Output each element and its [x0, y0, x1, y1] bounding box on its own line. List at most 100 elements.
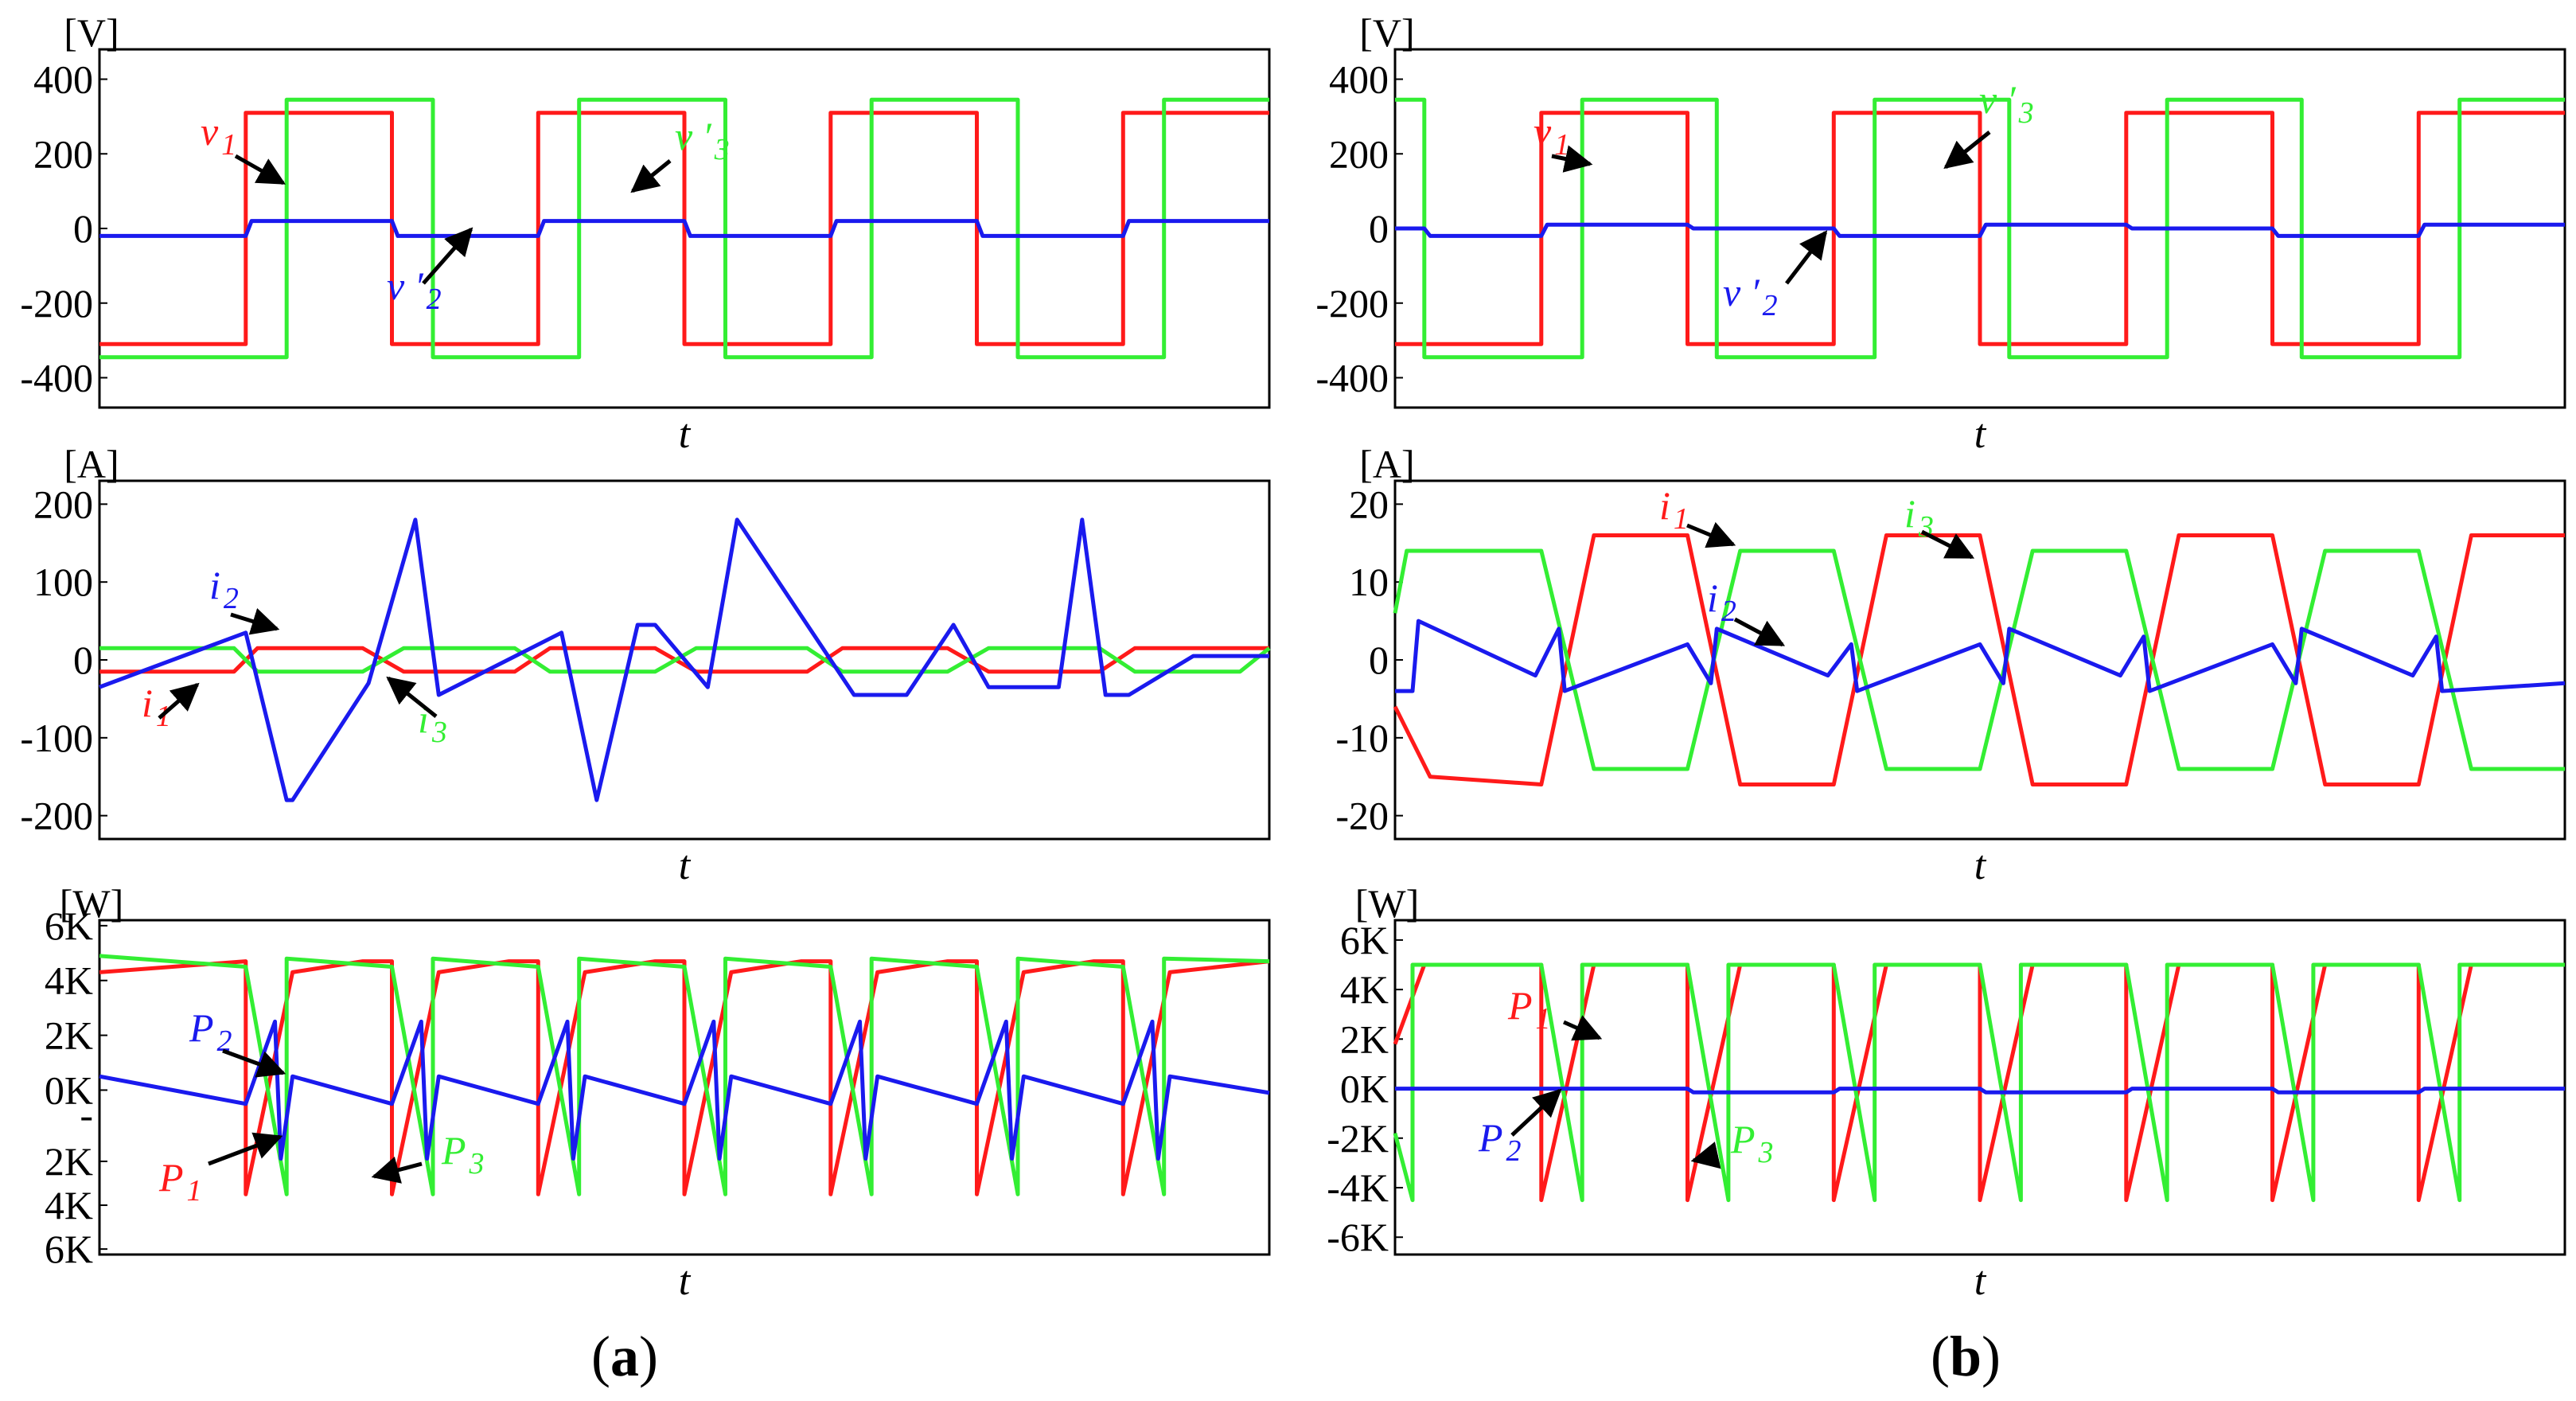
x-axis-label: t: [1974, 1259, 1987, 1304]
annotation-main: v ′: [1979, 77, 2017, 122]
annotation-subscript: 2: [224, 582, 239, 615]
annotation-main: v ′: [387, 263, 424, 308]
ytick-label: -400: [20, 356, 93, 400]
annotation-arrow: [158, 682, 200, 720]
annotation-subscript: 2: [1763, 289, 1778, 322]
ytick-label: -4K: [1327, 1165, 1389, 1210]
ytick-label: -: [80, 1092, 93, 1137]
annotation-main: i: [209, 563, 220, 607]
annotation-arrow: [1943, 131, 1991, 170]
ytick-label: 100: [33, 560, 93, 604]
ytick-label: 6K: [45, 1227, 93, 1271]
series-line-P2: [99, 1019, 1270, 1161]
annotation-main: i: [1659, 483, 1670, 528]
unit-label: [V]: [1359, 10, 1414, 55]
ytick-label: -100: [20, 716, 93, 760]
annotation-subscript: 2: [217, 1024, 232, 1058]
annotation-main: P: [1478, 1115, 1503, 1160]
series-line-i2: [1395, 619, 2566, 693]
ytick-label: 400: [33, 57, 93, 102]
annotation-arrow: [1785, 230, 1828, 285]
ytick-label: -6K: [1327, 1215, 1389, 1259]
annotation-main: P: [441, 1128, 466, 1173]
annotation-label: v ′ 2: [1723, 270, 1778, 322]
series-line-v2: [99, 219, 1269, 238]
annotation-subscript: 1: [187, 1174, 202, 1208]
ytick-label: 2K: [1340, 1017, 1389, 1061]
ytick-label: -200: [20, 794, 93, 838]
x-axis-label: t: [1974, 843, 1987, 888]
annotation-main: i: [142, 681, 153, 725]
annotation-arrow: [234, 154, 286, 185]
annotation-arrow: [386, 676, 438, 718]
annotation-subscript: 2: [1506, 1134, 1522, 1168]
ytick-label: 4K: [45, 958, 93, 1003]
ytick-label: 400: [1329, 57, 1389, 102]
ytick-label: 0: [1369, 206, 1389, 251]
annotation-subscript: 3: [2018, 96, 2034, 130]
annotation-main: v: [1534, 109, 1552, 154]
annotation-arrow: [1686, 521, 1736, 548]
annotation-main: v ′: [675, 114, 712, 158]
annotation-arrow: [1551, 145, 1593, 173]
panel-a-caption: (a): [591, 1325, 658, 1388]
ytick-label: 200: [1329, 131, 1389, 176]
panel-b-caption: (b): [1931, 1325, 2001, 1388]
series-line-i1: [1393, 533, 2565, 786]
x-axis-label: t: [679, 412, 692, 457]
annotation-main: P: [158, 1155, 184, 1200]
series-line-i3: [99, 646, 1271, 674]
annotation-main: i: [1904, 491, 1915, 536]
ytick-label: -200: [20, 281, 93, 326]
ytick-label: 20: [1349, 482, 1389, 526]
annotation-main: P: [1507, 983, 1533, 1028]
annotation-arrow: [630, 159, 672, 193]
series-line-v3: [1395, 97, 2565, 360]
annotation-arrow: [1733, 617, 1786, 647]
ytick-label: 200: [33, 482, 93, 526]
series-line-P3: [99, 954, 1270, 1196]
annotation-arrow: [222, 1048, 286, 1078]
series-line-P2: [1395, 1087, 2565, 1095]
ytick-label: 0: [1369, 638, 1389, 682]
annotation-subscript: 1: [1536, 1002, 1551, 1036]
series-line-v3: [99, 97, 1269, 360]
ytick-label: 2K: [45, 1139, 93, 1184]
ytick-label: 10: [1349, 560, 1389, 604]
annotation-arrow: [1562, 1015, 1603, 1041]
annotation-main: v ′: [1723, 270, 1760, 314]
annotation-subscript: 1: [1674, 502, 1689, 536]
annotation-main: P: [1730, 1117, 1756, 1161]
ytick-label: -10: [1335, 716, 1389, 760]
annotation-label: v ′ 2: [387, 263, 442, 316]
x-axis-label: t: [679, 1259, 692, 1304]
series-line-i2: [99, 517, 1269, 802]
annotation-arrow: [230, 607, 280, 635]
annotation-arrow: [1690, 1141, 1721, 1169]
annotation-subscript: 2: [1721, 595, 1736, 628]
unit-label: [W]: [1355, 881, 1420, 926]
ytick-label: 6K: [45, 903, 93, 948]
annotation-label: v ′ 3: [675, 114, 730, 166]
annotation-main: P: [189, 1005, 214, 1050]
annotation-subscript: 1: [221, 128, 236, 162]
annotation-arrow: [208, 1132, 283, 1166]
annotation-subscript: 3: [714, 133, 730, 166]
ytick-label: 4K: [1340, 967, 1389, 1012]
unit-label: [A]: [1359, 442, 1414, 486]
unit-label: [V]: [64, 10, 119, 55]
ytick-label: -2K: [1327, 1116, 1389, 1161]
x-axis-label: t: [679, 843, 692, 888]
